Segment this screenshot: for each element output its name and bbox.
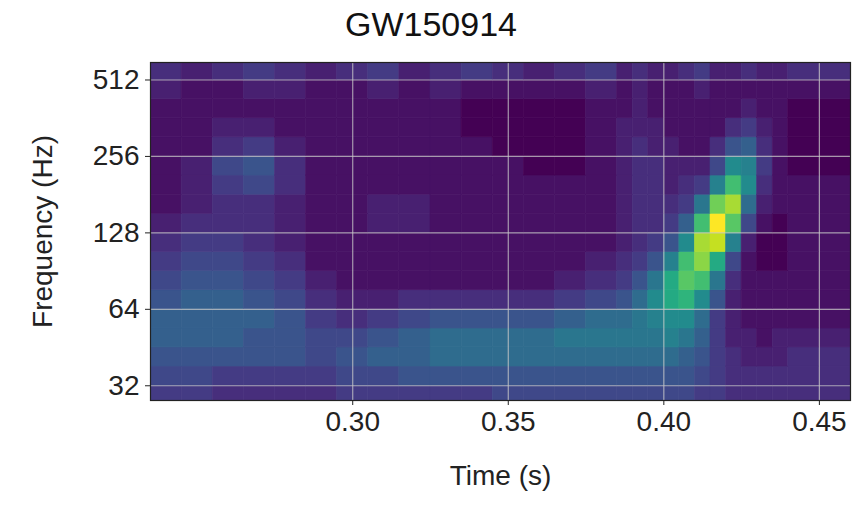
svg-text:128: 128	[93, 217, 140, 248]
svg-text:32: 32	[108, 370, 139, 401]
svg-text:512: 512	[93, 64, 140, 95]
svg-text:Time (s): Time (s)	[450, 460, 552, 491]
svg-text:0.35: 0.35	[481, 406, 536, 437]
svg-text:64: 64	[108, 293, 139, 324]
svg-text:0.30: 0.30	[325, 406, 380, 437]
svg-text:0.45: 0.45	[792, 406, 847, 437]
svg-text:Frequency (Hz): Frequency (Hz)	[27, 135, 58, 328]
svg-text:256: 256	[93, 140, 140, 171]
svg-text:0.40: 0.40	[637, 406, 692, 437]
html-text:GW150914: GW150914	[345, 5, 517, 43]
